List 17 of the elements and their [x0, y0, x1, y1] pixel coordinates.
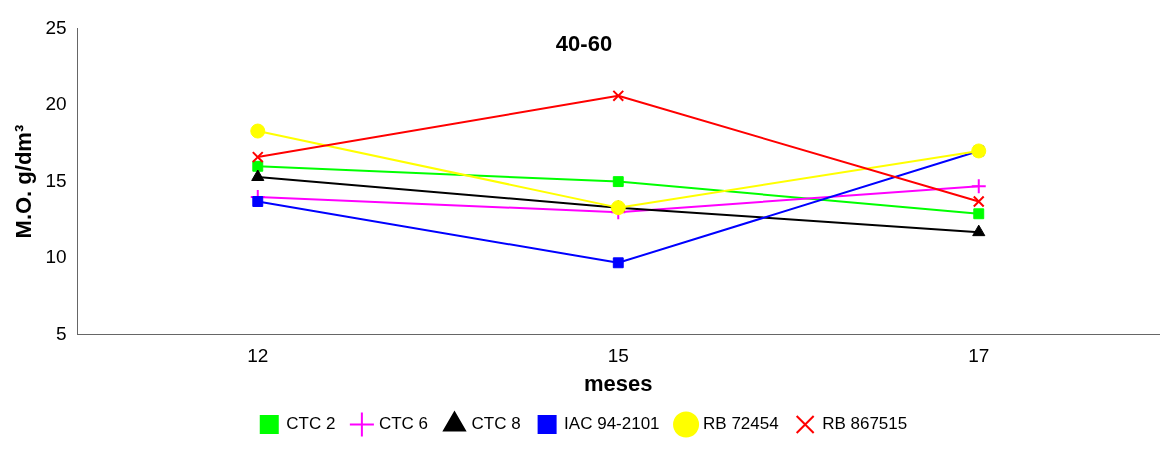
y-tick-label: 25: [45, 16, 67, 38]
x-tick-label: 15: [607, 345, 629, 367]
x-tick-label: 12: [247, 345, 269, 367]
y-tick-label: 15: [45, 169, 67, 191]
legend-label: RB 72454: [703, 414, 779, 434]
y-tick-label: 5: [55, 323, 67, 345]
legend-label: RB 867515: [822, 414, 908, 434]
y-axis-title: M.O. g/dm³: [11, 124, 37, 239]
y-tick-label: 20: [45, 93, 67, 115]
y-tick-label: 10: [45, 246, 67, 268]
legend-label: IAC 94-2101: [564, 414, 660, 434]
x-tick-label: 17: [968, 345, 990, 367]
x-axis-title: meses: [584, 370, 653, 396]
legend-label: CTC 2: [286, 414, 336, 434]
chart-title: 40-60: [555, 31, 613, 57]
legend-label: CTC 8: [471, 414, 521, 434]
legend-label: CTC 6: [378, 414, 428, 434]
